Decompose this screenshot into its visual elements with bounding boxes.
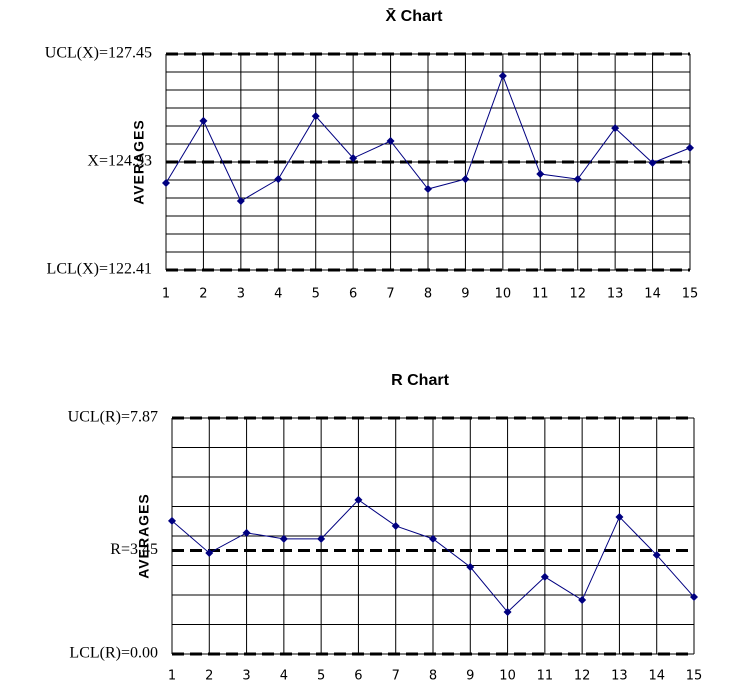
y-axis-title: AVERAGES (136, 493, 152, 579)
data-point (354, 495, 363, 504)
control-label: X=124.93 (87, 153, 152, 170)
data-point (536, 170, 545, 178)
data-point (611, 124, 620, 133)
x-tick-label: 8 (429, 669, 437, 684)
data-point (162, 179, 170, 187)
control-label: UCL(R)=7.87 (68, 409, 158, 426)
x-tick-label: 3 (237, 287, 245, 302)
data-point (429, 534, 437, 543)
data-point (498, 71, 507, 80)
chart-title: X̄ Chart (386, 6, 444, 25)
x-tick-label: 15 (686, 669, 703, 684)
control-label: R=3.45 (110, 541, 158, 558)
data-point (648, 158, 657, 167)
x-tick-label: 6 (354, 669, 362, 684)
data-point (578, 596, 587, 605)
data-point (349, 154, 358, 163)
x-tick-label: 7 (392, 669, 400, 684)
data-point (242, 528, 251, 537)
chart-title: R Chart (391, 372, 449, 389)
data-point (386, 137, 395, 145)
x-tick-label: 9 (466, 669, 474, 684)
data-point (540, 572, 549, 581)
data-point (652, 551, 661, 560)
data-point (461, 175, 470, 184)
data-point (466, 563, 475, 572)
x-tick-label: 5 (312, 287, 320, 302)
data-point (573, 175, 582, 184)
data-point (279, 534, 288, 543)
x-tick-label: 6 (349, 287, 357, 302)
data-point (615, 512, 624, 521)
x-tick-label: 2 (205, 669, 213, 684)
control-label: UCL(X)=127.45 (45, 45, 152, 62)
data-point (686, 143, 694, 152)
x-tick-label: 14 (644, 287, 661, 302)
x-tick-label: 2 (199, 287, 207, 302)
x-tick-label: 12 (569, 287, 586, 302)
x-tick-label: 7 (386, 287, 394, 302)
data-point (199, 116, 208, 125)
control-label: LCL(R)=0.00 (69, 645, 158, 662)
x-tick-label: 12 (574, 669, 591, 684)
data-point (168, 516, 176, 525)
data-point (274, 175, 283, 184)
y-axis-title: AVERAGES (131, 119, 147, 205)
x-tick-label: 1 (162, 287, 170, 302)
x-tick-label: 10 (495, 287, 512, 302)
x-tick-label: 5 (317, 669, 325, 684)
x-tick-label: 11 (532, 287, 549, 302)
x-tick-label: 9 (461, 287, 469, 302)
control-label: LCL(X)=122.41 (47, 261, 152, 278)
data-point (205, 548, 214, 557)
x-tick-label: 4 (280, 669, 288, 684)
x-tick-label: 8 (424, 287, 432, 302)
x-tick-label: 13 (611, 669, 628, 684)
x-tick-label: 10 (499, 669, 516, 684)
data-point (317, 534, 326, 543)
x-tick-label: 11 (537, 669, 554, 684)
data-point (690, 593, 698, 602)
data-point (236, 197, 245, 205)
x-tick-label: 15 (682, 287, 699, 302)
x-tick-label: 13 (607, 287, 624, 302)
data-point (424, 185, 432, 193)
data-point (311, 112, 320, 121)
x-tick-label: 3 (242, 669, 250, 684)
data-point (391, 521, 400, 530)
data-point (503, 608, 512, 617)
x-tick-label: 14 (648, 669, 665, 684)
x-tick-label: 4 (274, 287, 282, 302)
x-tick-label: 1 (168, 669, 176, 684)
